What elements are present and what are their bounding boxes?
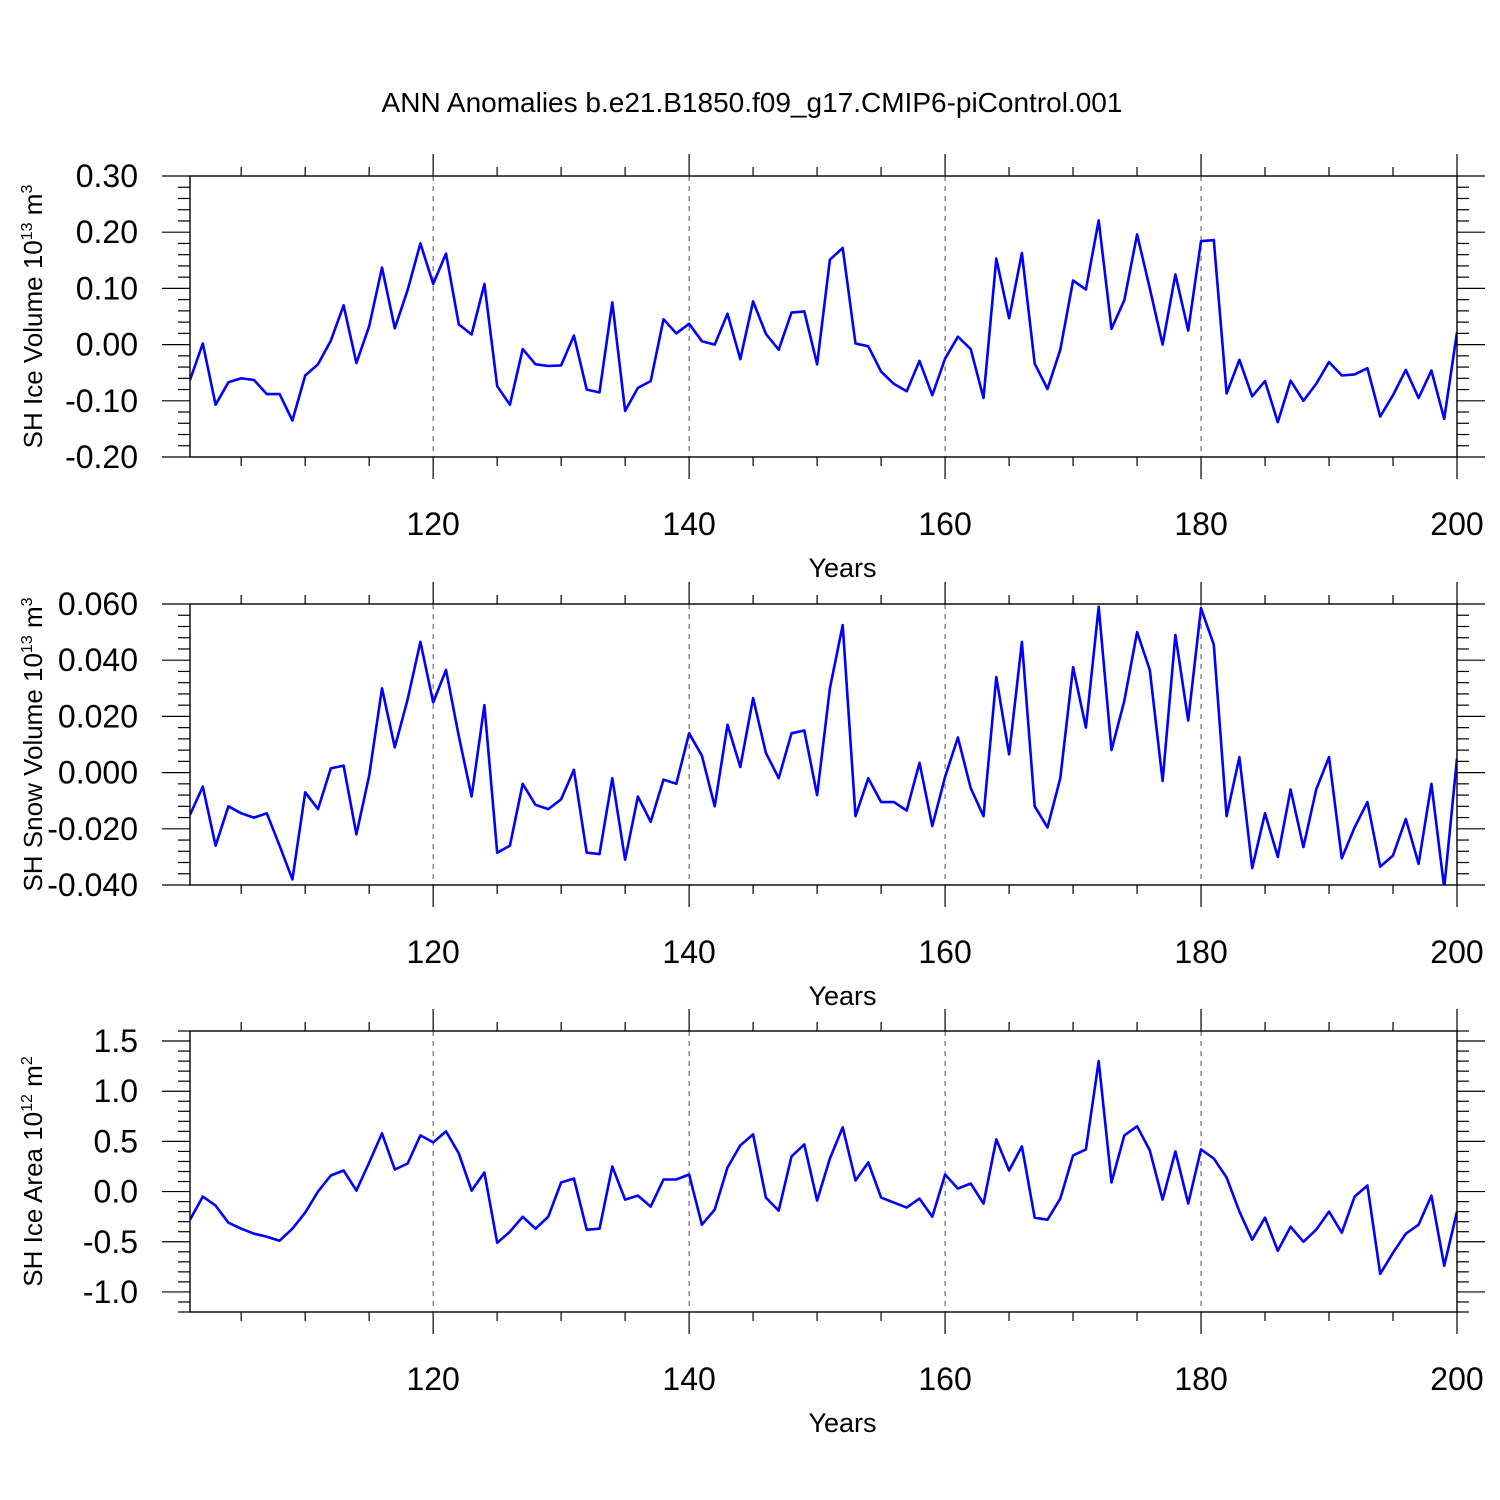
x-axis-title: Years: [808, 1408, 876, 1438]
y-title-unit: m: [18, 1065, 48, 1094]
x-tick-label: 140: [662, 1361, 715, 1397]
plot-frame: [189, 603, 1458, 886]
panels: 120 140 160 180 200 -0.20 -0.10 0.00 0.10 0.20 0.3…: [18, 154, 1485, 1438]
x-tick-label: 160: [918, 934, 971, 970]
y-tick-label: -0.10: [65, 383, 138, 419]
y-tick-label: 0.000: [58, 755, 138, 791]
y-tick-label: 0.30: [76, 158, 138, 194]
x-axis-title: Years: [808, 981, 876, 1011]
y-title-base: SH Snow Volume 10: [18, 653, 48, 891]
y-tick-label: -0.20: [65, 439, 138, 475]
series-line-ice-volume: [190, 219, 1457, 424]
x-tick-label: 160: [918, 506, 971, 542]
x-tick-label: 180: [1174, 1361, 1227, 1397]
plot-frame: [189, 1030, 1458, 1313]
y-axis-title: SH Snow Volume 1013 m3: [18, 597, 48, 891]
y-tick-label: 0.5: [94, 1123, 138, 1159]
y-title-exponent: 12: [19, 1094, 36, 1112]
y-tick-label: 0.20: [76, 214, 138, 250]
x-tick-label: 200: [1430, 506, 1483, 542]
y-tick-label: -1.0: [83, 1274, 138, 1310]
y-tick-label: 0.0: [94, 1174, 138, 1210]
y-title-unit-exponent: 2: [19, 1056, 36, 1065]
series-line-ice-area: [190, 1059, 1457, 1276]
x-tick-label: 140: [662, 934, 715, 970]
x-tick-label: 200: [1430, 1361, 1483, 1397]
x-tick-label: 120: [406, 506, 459, 542]
y-axis-title: SH Ice Volume 1013 m3: [18, 185, 48, 449]
plot-frame: [189, 175, 1458, 458]
y-title-unit: m: [18, 194, 48, 223]
x-tick-label: 180: [1174, 506, 1227, 542]
x-tick-label: 120: [406, 1361, 459, 1397]
y-tick-label: -0.5: [83, 1224, 138, 1260]
y-tick-label: 1.0: [94, 1073, 138, 1109]
y-tick-label: 1.5: [94, 1023, 138, 1059]
y-tick-label: 0.00: [76, 327, 138, 363]
panel-snow-volume: 120 140 160 180 200 -0.040 -0.020 0.000 0.020 0.0…: [18, 582, 1485, 1011]
y-title-base: SH Ice Area 10: [18, 1112, 48, 1287]
y-title-unit-exponent: 3: [19, 597, 36, 606]
x-tick-label: 200: [1430, 934, 1483, 970]
y-tick-label: -0.020: [47, 811, 138, 847]
y-tick-label: -0.040: [47, 867, 138, 903]
y-title-exponent: 13: [19, 635, 36, 653]
y-tick-label: 0.060: [58, 586, 138, 622]
x-tick-label: 140: [662, 506, 715, 542]
y-axis-title: SH Ice Area 1012 m2: [18, 1056, 48, 1287]
panel-ice-area: 120 140 160 180 200 -1.0 -0.5 0.0 0.5 1.0 1.5 Years…: [18, 1009, 1485, 1438]
y-title-unit: m: [18, 606, 48, 635]
series-line-snow-volume: [190, 605, 1457, 885]
panel-ice-volume: 120 140 160 180 200 -0.20 -0.10 0.00 0.10 0.20 0.3…: [18, 154, 1485, 583]
y-title-base: SH Ice Volume 10: [18, 240, 48, 448]
x-tick-label: 160: [918, 1361, 971, 1397]
x-tick-label: 120: [406, 934, 459, 970]
chart-title: ANN Anomalies b.e21.B1850.f09_g17.CMIP6-…: [382, 87, 1123, 118]
y-tick-label: 0.020: [58, 698, 138, 734]
y-tick-label: 0.040: [58, 642, 138, 678]
x-tick-label: 180: [1174, 934, 1227, 970]
y-title-unit-exponent: 3: [19, 185, 36, 194]
x-axis-title: Years: [808, 553, 876, 583]
y-title-exponent: 13: [19, 222, 36, 240]
y-tick-label: 0.10: [76, 270, 138, 306]
